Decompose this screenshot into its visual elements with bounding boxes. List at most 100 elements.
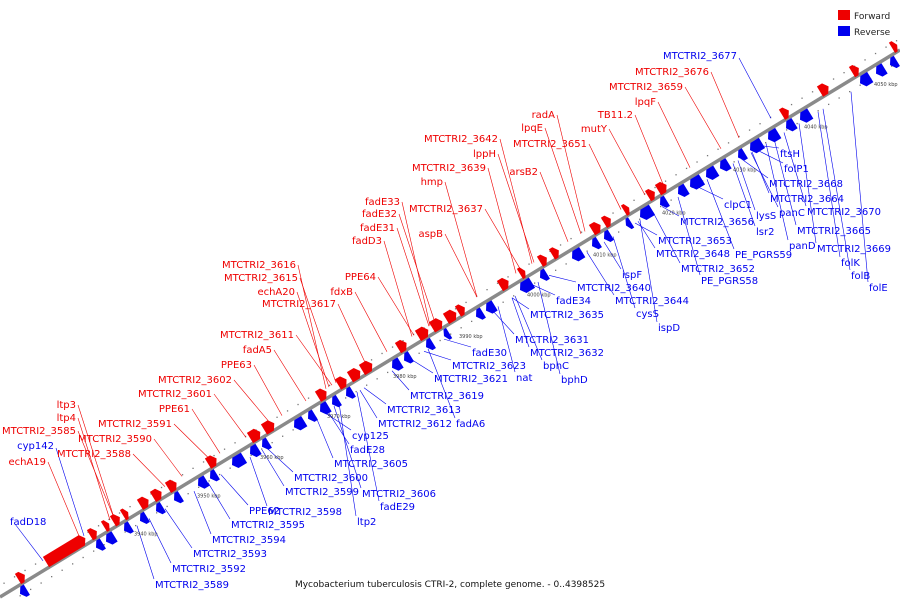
reverse-gene-arrow[interactable]	[153, 501, 166, 516]
forward-gene-arrow[interactable]	[334, 374, 350, 390]
label-leader-lines	[14, 57, 869, 580]
tick-dot	[93, 550, 95, 552]
gene-label: MTCTRI2_3585	[2, 426, 76, 437]
reverse-gene-arrow[interactable]	[873, 63, 888, 78]
reverse-gene-arrow[interactable]	[747, 137, 766, 156]
reverse-gene-arrow[interactable]	[259, 437, 272, 451]
leader-line	[326, 410, 350, 445]
reverse-gene-arrow[interactable]	[717, 158, 732, 173]
reverse-gene-arrow[interactable]	[797, 108, 814, 124]
reverse-gene-arrow[interactable]	[423, 337, 436, 352]
reverse-gene-arrow[interactable]	[783, 117, 798, 133]
forward-gene-arrow[interactable]	[588, 220, 604, 236]
gene-label: MTCTRI2_3606	[362, 489, 436, 500]
forward-gene-arrow[interactable]	[454, 302, 468, 317]
forward-gene-arrow[interactable]	[119, 507, 131, 521]
reverse-gene-arrow[interactable]	[687, 174, 706, 192]
forward-gene-arrow[interactable]	[414, 325, 431, 342]
reverse-gene-arrow[interactable]	[517, 277, 536, 296]
reverse-gene-arrow[interactable]	[887, 55, 900, 70]
forward-gene-arrow[interactable]	[314, 386, 330, 402]
reverse-gene-arrow[interactable]	[171, 490, 184, 505]
gene-label: folP1	[784, 164, 809, 175]
reverse-gene-arrow[interactable]	[735, 148, 748, 162]
forward-gene-arrow[interactable]	[816, 81, 832, 97]
forward-gene-arrow[interactable]	[496, 276, 512, 292]
leader-line	[765, 143, 789, 241]
tick-dot	[135, 524, 137, 527]
reverse-gene-arrow[interactable]	[121, 521, 134, 535]
forward-gene-arrow[interactable]	[548, 245, 562, 260]
tick-dot	[727, 142, 730, 144]
reverse-gene-arrow[interactable]	[329, 394, 342, 409]
gene-label: fadD3	[352, 236, 382, 247]
leader-line	[249, 456, 268, 507]
forward-gene-arrow[interactable]	[100, 519, 112, 532]
reverse-gene-arrow[interactable]	[305, 409, 318, 424]
forward-gene-arrow[interactable]	[136, 495, 152, 511]
reverse-gene-arrow[interactable]	[343, 386, 356, 400]
reverse-gene-arrow[interactable]	[441, 327, 453, 341]
reverse-gene-arrow[interactable]	[291, 415, 308, 432]
reverse-gene-arrow[interactable]	[195, 475, 210, 490]
reverse-gene-arrow[interactable]	[857, 71, 874, 88]
reverse-gene-arrow[interactable]	[229, 452, 248, 471]
reverse-gene-arrow[interactable]	[765, 127, 782, 144]
reverse-gene-arrow[interactable]	[401, 351, 414, 365]
forward-gene-arrow[interactable]	[848, 63, 862, 78]
tick-dot	[706, 154, 709, 157]
reverse-gene-arrow[interactable]	[703, 165, 720, 182]
forward-gene-arrow[interactable]	[346, 366, 363, 383]
reverse-gene-arrow[interactable]	[389, 357, 404, 372]
forward-gene-arrow[interactable]	[14, 570, 28, 585]
reverse-gene-arrow[interactable]	[483, 300, 498, 315]
tick-dot	[534, 282, 536, 284]
reverse-gene-arrow[interactable]	[17, 584, 30, 599]
forward-gene-arrow[interactable]	[358, 359, 375, 376]
reverse-gene-arrow[interactable]	[207, 469, 220, 483]
forward-gene-arrow[interactable]	[644, 187, 658, 202]
gene-label: ltp3	[57, 400, 76, 411]
tick-dot	[471, 320, 473, 323]
reverse-gene-arrow[interactable]	[657, 195, 670, 210]
forward-gene-arrow[interactable]	[109, 512, 123, 527]
tick-dot	[271, 441, 273, 444]
forward-gene-arrow[interactable]	[428, 316, 445, 333]
forward-gene-arrow[interactable]	[204, 453, 220, 469]
reverse-gene-arrow[interactable]	[537, 268, 550, 283]
tick-dot	[328, 384, 331, 387]
forward-gene-arrow[interactable]	[620, 202, 632, 216]
reverse-gene-arrow[interactable]	[623, 217, 635, 230]
reverse-gene-arrow[interactable]	[473, 307, 486, 321]
reverse-gene-arrow[interactable]	[247, 443, 262, 459]
leader-line	[410, 358, 434, 374]
legend-forward-swatch	[838, 10, 850, 20]
reverse-gene-arrow[interactable]	[317, 401, 332, 416]
reverse-gene-arrow[interactable]	[103, 531, 118, 546]
tick-dot	[555, 269, 557, 271]
leader-line	[710, 71, 740, 138]
forward-gene-arrow[interactable]	[42, 533, 89, 568]
kbp-tick-label: 3980 kbp	[393, 374, 417, 380]
forward-gene-arrow[interactable]	[536, 253, 550, 267]
forward-gene-arrow[interactable]	[778, 105, 792, 120]
forward-gene-arrow[interactable]	[86, 526, 100, 541]
reverse-gene-arrow[interactable]	[93, 538, 106, 552]
forward-gene-arrow[interactable]	[164, 478, 180, 494]
reverse-gene-arrow[interactable]	[137, 511, 150, 526]
reverse-gene-arrow[interactable]	[589, 236, 602, 251]
forward-gene-arrow[interactable]	[442, 308, 459, 325]
forward-gene-arrow[interactable]	[260, 418, 277, 435]
forward-gene-arrow[interactable]	[654, 180, 670, 196]
forward-gene-arrow[interactable]	[149, 487, 165, 503]
forward-gene-arrow[interactable]	[394, 338, 410, 354]
reverse-gene-arrow[interactable]	[569, 246, 586, 263]
forward-gene-arrow[interactable]	[516, 266, 528, 280]
gene-label: MTCTRI2_3590	[78, 434, 152, 445]
reverse-gene-arrow[interactable]	[637, 204, 656, 223]
reverse-gene-arrow[interactable]	[601, 229, 614, 244]
forward-gene-arrow[interactable]	[888, 40, 900, 53]
forward-gene-arrow[interactable]	[246, 427, 263, 444]
reverse-gene-arrow[interactable]	[675, 183, 690, 199]
forward-gene-arrow[interactable]	[600, 214, 614, 229]
